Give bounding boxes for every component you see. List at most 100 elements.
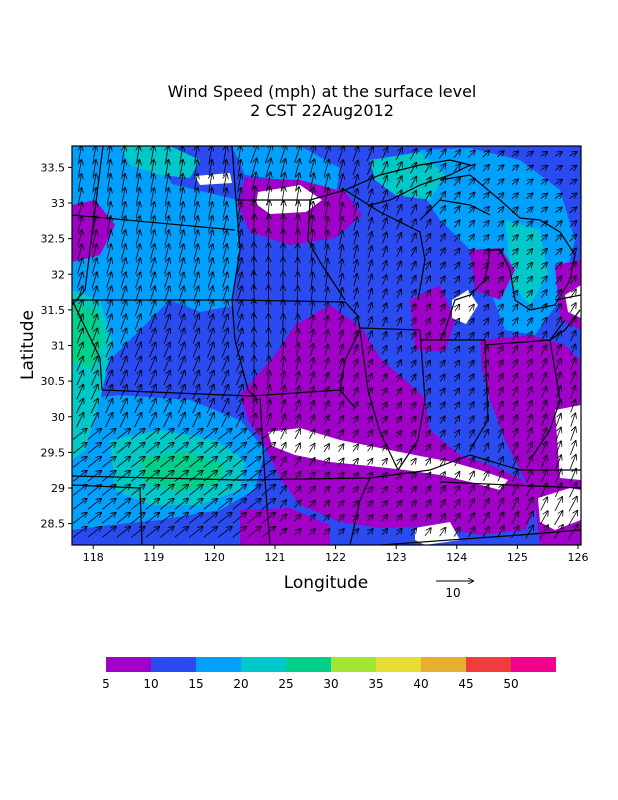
wind-vector [555,359,561,370]
colorbar-tick-label: 40 [413,677,428,691]
wind-vector [340,231,343,246]
wind-vector [396,205,402,216]
wind-vector [513,332,518,341]
wind-vector [203,443,217,454]
wind-vector [468,486,474,495]
wind-vector [483,444,489,453]
wind-vector [426,403,430,410]
wind-vector [411,248,416,257]
wind-vector [454,472,460,481]
wind-vector [484,319,489,326]
wind-vector [382,218,386,230]
wind-vector [353,189,358,204]
wind-vector [484,277,489,284]
wind-vector [511,221,518,228]
wind-vector [526,207,533,213]
wind-vector [526,429,532,440]
colorbar-swatch [376,657,421,672]
wind-vector [438,150,445,159]
wind-vector [281,400,285,413]
band-5-10-east [470,248,515,300]
wind-vector [526,166,532,171]
wind-vector [131,485,144,496]
wind-vector [339,203,342,218]
wind-vector [484,430,489,439]
wind-vector [440,262,445,270]
wind-vector [354,288,357,300]
wind-vector [382,417,387,424]
wind-vector [541,428,547,441]
wind-vector [569,317,575,328]
wind-vector [554,180,562,185]
wind-vector [338,416,344,425]
wind-vector [453,514,460,523]
wind-vector [340,288,343,301]
wind-vector [526,221,533,228]
wind-vector [512,443,518,454]
wind-vector [325,273,327,287]
wind-vector [294,529,300,536]
colorbar-swatch [331,657,376,672]
wind-vector [483,235,488,242]
wind-vector [310,358,313,371]
wind-vector [395,176,401,188]
wind-vector [570,413,576,427]
wind-vector [221,413,229,428]
wind-vector [105,343,112,358]
wind-vector [163,413,171,428]
wind-vector [497,471,503,482]
wind-vector [383,275,387,286]
wind-vector [440,458,445,466]
wind-vector [354,232,357,245]
y-tick-label: 31.5 [41,304,66,317]
wind-vector [368,402,372,410]
wind-vector [426,361,430,368]
wind-vector [218,457,231,468]
wind-vector [453,500,459,509]
wind-vector [340,302,343,314]
wind-vector [382,388,386,396]
wind-vector [281,386,284,399]
wind-vector [253,385,255,400]
wind-vector [279,486,286,495]
wind-vector [368,360,372,369]
wind-vector [511,207,518,213]
wind-vector [189,457,202,468]
wind-vector [236,343,243,358]
wind-vector [232,443,246,454]
colorbar-swatch [286,657,331,672]
wind-vector [426,333,430,340]
wind-vector [206,413,214,428]
colorbar-tick-label: 30 [323,677,338,691]
wind-vector [91,315,97,330]
wind-vector [261,443,275,454]
x-tick-label: 124 [446,551,467,564]
wind-vector [308,487,315,494]
wind-vector [297,329,299,343]
wind-vector [192,343,199,358]
wind-vector [497,193,504,200]
wind-vector [353,487,358,494]
wind-vector [73,457,86,468]
wind-vector [236,357,242,372]
wind-vector [511,498,518,511]
wind-vector [279,457,286,468]
wind-vector [296,401,300,412]
wind-vector [353,388,357,397]
wind-vector [397,445,402,452]
wind-vector [91,343,98,358]
wind-vector [468,207,475,214]
wind-vector [294,515,300,522]
wind-vector [308,515,315,522]
wind-vector [145,457,159,468]
wind-vector [381,162,387,175]
y-tick-label: 33.5 [41,161,66,174]
wind-vector [131,457,144,468]
wind-vector [382,515,387,522]
wind-vector [145,429,159,440]
wind-vector [368,260,372,272]
wind-vector [411,389,415,396]
y-tick-label: 29.5 [41,446,66,459]
wind-vector [513,346,518,355]
wind-vector [353,459,358,466]
